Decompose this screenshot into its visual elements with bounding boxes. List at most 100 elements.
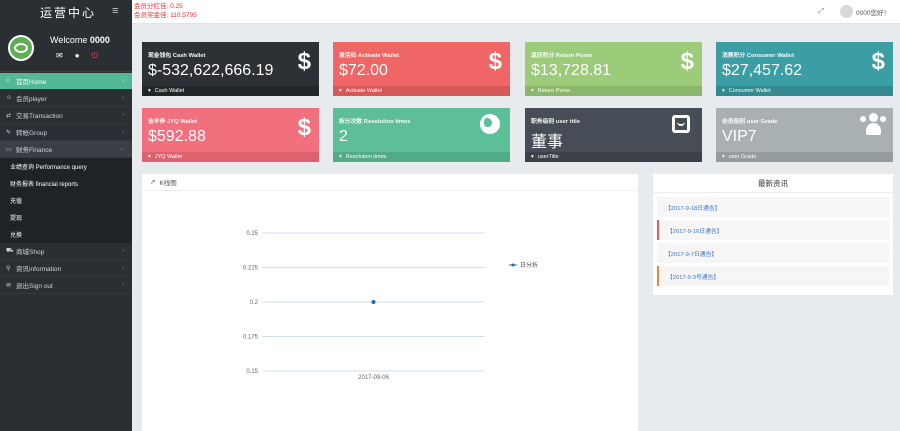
card-value: $72.00	[339, 62, 388, 79]
chevron-left-icon: ‹	[122, 282, 124, 288]
balance-line-1: 会员分红佳: 0.25	[134, 3, 183, 10]
menu-toggle-icon[interactable]: ≡	[112, 5, 119, 17]
card-value: VIP7	[722, 128, 757, 145]
card-footer[interactable]: ▾ user Grade	[716, 152, 893, 162]
card-resolution-times[interactable]: 拆分次数 Resolution times 2 ▾ Resolution time…	[333, 108, 510, 162]
sidebar: 运营中心 Welcome 0000 ✉ ● ⏻ ⌂ 首页Home ‹ ☺ 会员p…	[0, 0, 132, 431]
user-greeting: 0000您好！	[856, 9, 890, 17]
home-icon: ⌂	[6, 78, 10, 84]
card-value: $592.88	[148, 128, 206, 145]
card-footer[interactable]: ▾ Resolution times	[333, 152, 510, 162]
legend-marker	[511, 263, 515, 267]
y-tick-label: 0.2	[250, 300, 259, 306]
card-jyq-wallet[interactable]: 金羊券 JYQ Wallet $592.88 $ ▾ JYQ Wallet	[142, 108, 319, 162]
caret-down-icon: ▾	[722, 88, 725, 94]
y-tick-label: 0.175	[243, 335, 259, 341]
submenu-item-performance[interactable]: 业绩查询 Performance query	[10, 165, 87, 171]
x-tick-label: 2017-09-06	[358, 375, 389, 381]
card-title: 返还积分 Return Purse	[531, 53, 593, 59]
chevron-left-icon: ‹	[122, 129, 124, 135]
card-cash-wallet[interactable]: 现金钱包 Cash Wallet $-532,622,666.19 $ ▾ Cas…	[142, 42, 319, 96]
y-tick-label: 0.25	[246, 231, 258, 237]
sidebar-item-group[interactable]: ✎ 转帐Group ‹	[0, 124, 132, 141]
cart-icon: ⛟	[6, 248, 14, 254]
card-footer[interactable]: ▾ JYQ Wallet	[142, 152, 319, 162]
sidebar-item-label: 退出Sign out	[16, 283, 53, 290]
sidebar-item-label: 首页Home	[16, 79, 47, 86]
sidebar-item-finance[interactable]: ▭ 财务Finance ⌄	[0, 141, 132, 158]
news-list: 【2017-9-18日通告】 【2017-9-16日通告】 【2017-9-7日…	[653, 193, 893, 286]
submenu-item-reports[interactable]: 财务报表 financial reports	[10, 182, 79, 188]
y-tick-label: 0.225	[243, 266, 259, 272]
pin-icon: ⚲	[6, 265, 11, 272]
card-user-title[interactable]: 职务级别 user title 董事 ▾ userTitle	[525, 108, 702, 162]
card-return-purse[interactable]: 返还积分 Return Purse $13,728.81 $ ▾ Return P…	[525, 42, 702, 96]
news-title: 最新资讯	[653, 174, 893, 193]
chart-header: ↗ K线图	[142, 174, 638, 191]
chevron-left-icon: ‹	[122, 248, 124, 254]
mail-icon: ✉	[6, 282, 12, 289]
news-item[interactable]: 【2017-9-18日通告】	[657, 197, 889, 217]
card-value: 2	[339, 128, 348, 145]
mail-icon[interactable]: ✉	[56, 50, 63, 60]
globe-icon	[480, 114, 500, 134]
news-item[interactable]: 【2017-9-7日通告】	[657, 243, 889, 263]
news-panel: 最新资讯 【2017-9-18日通告】 【2017-9-16日通告】 【2017…	[653, 174, 893, 295]
card-footer[interactable]: ▾ userTitle	[525, 152, 702, 162]
card-title: 职务级别 user title	[531, 119, 580, 125]
kline-chart-panel: ↗ K线图 0.25 0.225 0.2 0.175 0.15 2017-09-06 日分析	[142, 174, 638, 431]
sidebar-item-label: 资讯information	[16, 266, 62, 273]
chevron-left-icon: ‹	[122, 265, 124, 271]
user-icon: ☺	[6, 95, 13, 101]
submenu-item-exchange[interactable]: 兑换	[10, 233, 23, 239]
user-menu[interactable]: 0000您好！	[840, 5, 890, 18]
news-item[interactable]: 【2017-9-3号通告】	[657, 266, 889, 286]
caret-down-icon: ▾	[722, 154, 725, 160]
chevron-down-icon: ⌄	[119, 146, 124, 152]
avatar[interactable]	[8, 34, 34, 61]
caret-down-icon: ▾	[148, 154, 151, 160]
caret-down-icon: ▾	[148, 88, 151, 94]
card-value: 董事	[531, 134, 564, 151]
profile-panel: Welcome 0000 ✉ ● ⏻	[0, 24, 132, 72]
card-footer[interactable]: ▾ Activate Wallet	[333, 86, 510, 96]
sidebar-item-label: 财务Finance	[16, 147, 53, 154]
sidebar-item-label: 会员player	[16, 96, 47, 103]
sidebar-item-home[interactable]: ⌂ 首页Home ‹	[0, 73, 132, 90]
card-consumer-wallet[interactable]: 消费积分 Consumer Wallet $27,457.62 $ ▾ Consu…	[716, 42, 893, 96]
card-title: 消费积分 Consumer Wallet	[722, 53, 794, 59]
sidebar-item-shop[interactable]: ⛟ 商城Shop ‹	[0, 243, 132, 260]
dollar-icon: $	[488, 48, 502, 75]
submenu-item-withdraw[interactable]: 提现	[10, 216, 23, 222]
top-bar: ≡ 会员分红佳: 0.25 会员奖金佳: 110.5795 ⤢ 0000您好！	[112, 0, 900, 24]
chat-icon[interactable]: ●	[74, 50, 80, 60]
bag-icon	[672, 115, 690, 133]
sidebar-item-player[interactable]: ☺ 会员player ‹	[0, 90, 132, 107]
card-value: $-532,622,666.19	[148, 62, 274, 79]
line-chart-icon: ↗	[150, 179, 156, 186]
sidebar-item-signout[interactable]: ✉ 退出Sign out ‹	[0, 277, 132, 294]
submenu-item-recharge[interactable]: 充值	[10, 199, 23, 205]
legend-label: 日分析	[520, 261, 538, 269]
sidebar-item-information[interactable]: ⚲ 资讯information ‹	[0, 260, 132, 277]
sidebar-item-label: 转帐Group	[16, 130, 48, 137]
sidebar-item-transaction[interactable]: ⇄ 交易Transaction ‹	[0, 107, 132, 124]
card-user-grade[interactable]: 会员级别 user Grade VIP7 ▾ user Grade	[716, 108, 893, 162]
dollar-icon: $	[297, 48, 311, 75]
news-item[interactable]: 【2017-9-16日通告】	[657, 220, 889, 240]
avatar	[840, 5, 854, 18]
dollar-icon: $	[297, 114, 311, 141]
card-activate-wallet[interactable]: 激活码 Activate Wallet $72.00 $ ▾ Activate W…	[333, 42, 510, 96]
card-value: $13,728.81	[531, 62, 612, 79]
card-title: 拆分次数 Resolution times	[339, 119, 411, 125]
card-footer[interactable]: ▾ Consumer Wallet	[716, 86, 893, 96]
expand-icon[interactable]: ⤢	[818, 7, 825, 15]
chevron-left-icon: ‹	[122, 112, 124, 118]
power-icon[interactable]: ⏻	[91, 50, 98, 60]
data-point	[371, 300, 376, 304]
dollar-icon: $	[680, 48, 694, 75]
card-footer[interactable]: ▾ Return Purse	[525, 86, 702, 96]
caret-down-icon: ▾	[531, 154, 534, 160]
dollar-icon: $	[871, 48, 885, 75]
card-footer[interactable]: ▾ Cash Wallet	[142, 86, 319, 96]
